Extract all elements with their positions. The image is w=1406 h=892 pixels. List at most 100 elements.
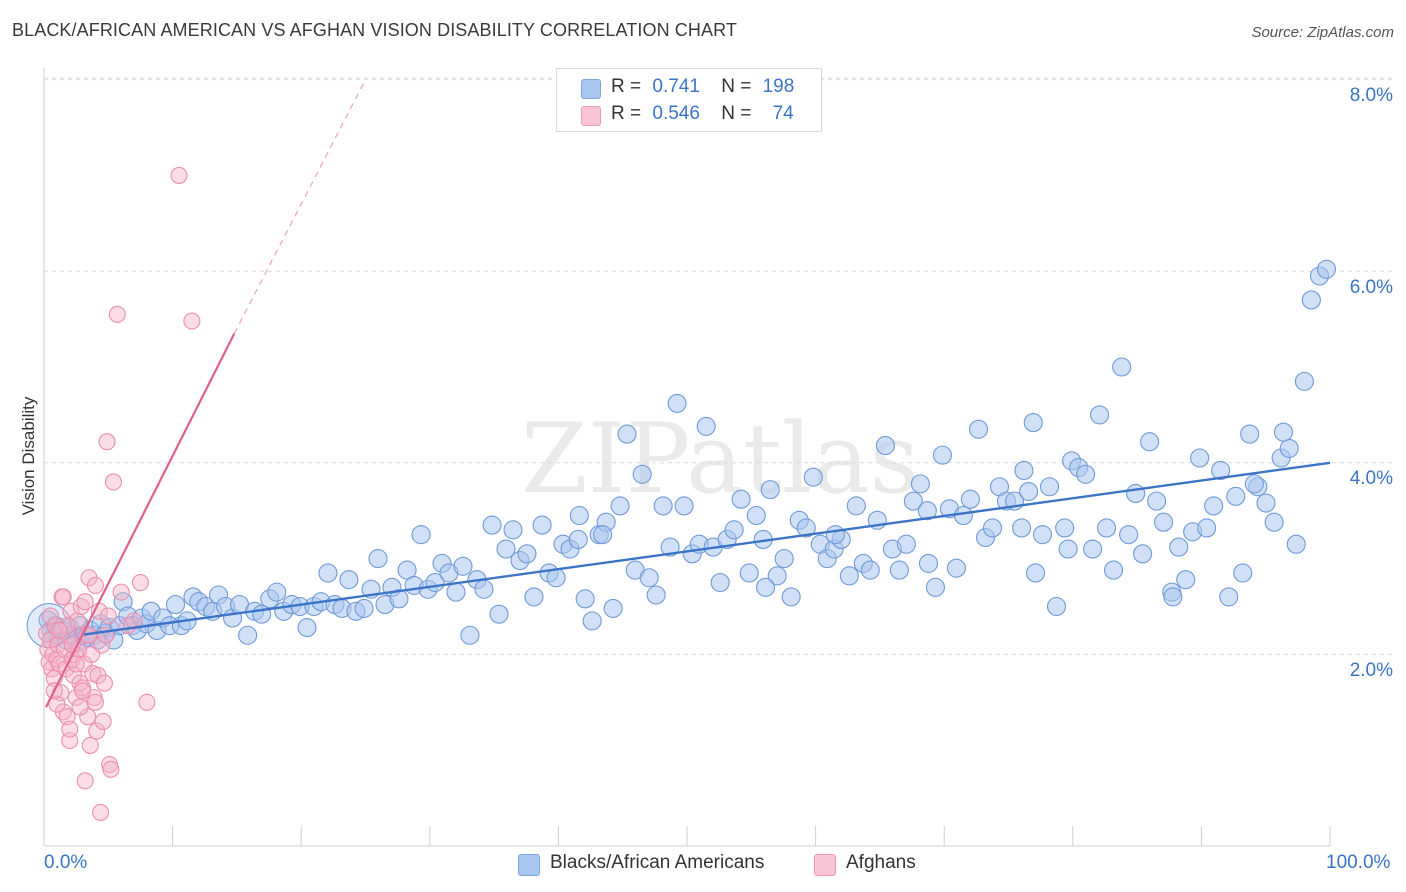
data-point-blacks-81: [517, 544, 537, 564]
data-point-blacks-190: [1301, 290, 1321, 310]
data-point-blacks-82: [524, 587, 544, 607]
data-point-blacks-111: [731, 489, 751, 509]
bottom-legend-label-blacks: Blacks/African Americans: [550, 852, 765, 873]
data-point-blacks-99: [646, 585, 666, 605]
data-point-afghans-58: [170, 166, 188, 184]
watermark: ZIPatlas: [521, 403, 919, 515]
data-point-afghans-23: [67, 688, 85, 707]
data-point-blacks-90: [582, 611, 602, 631]
data-point-blacks-151: [1019, 481, 1039, 502]
data-point-afghans-53: [112, 583, 130, 601]
data-point-blacks-195: [1163, 587, 1183, 607]
data-point-afghans-59: [183, 312, 201, 330]
data-point-blacks-200: [825, 525, 845, 545]
data-point-blacks-202: [593, 525, 613, 545]
data-point-blacks-106: [696, 416, 716, 436]
data-point-blacks-56: [339, 570, 359, 590]
data-point-blacks-144: [968, 419, 989, 439]
data-point-blacks-58: [354, 598, 374, 618]
data-point-blacks-168: [1140, 432, 1160, 452]
data-point-afghans-55: [125, 612, 143, 630]
data-point-blacks-167: [1133, 544, 1153, 564]
data-point-blacks-179: [1219, 587, 1239, 607]
data-point-blacks-103: [674, 496, 694, 516]
source-label: Source: ZipAtlas.com: [1251, 24, 1394, 41]
data-point-afghans-51: [104, 473, 122, 491]
data-point-blacks-134: [896, 534, 916, 554]
data-point-blacks-166: [1126, 483, 1146, 504]
bottom-legend-label-afghans: Afghans: [846, 852, 916, 873]
data-point-blacks-170: [1154, 512, 1174, 532]
data-point-afghans-34: [81, 736, 99, 754]
data-point-afghans-44: [94, 712, 112, 731]
axes: [43, 68, 1331, 847]
data-point-blacks-177: [1204, 496, 1224, 516]
data-point-blacks-75: [474, 579, 494, 599]
data-point-blacks-189: [1294, 371, 1314, 391]
data-point-blacks-185: [1264, 512, 1284, 532]
data-point-blacks-181: [1233, 563, 1253, 583]
legend-n-value: 74: [772, 103, 794, 124]
chart-title: BLACK/AFRICAN AMERICAN VS AFGHAN VISION …: [12, 20, 737, 40]
data-point-blacks-129: [860, 560, 880, 580]
data-point-blacks-178: [1211, 460, 1231, 481]
data-point-blacks-126: [839, 566, 859, 586]
data-point-blacks-53: [318, 563, 338, 583]
data-point-blacks-46: [267, 582, 287, 602]
data-point-blacks-97: [632, 464, 652, 484]
bottom-legend-swatch-pink: [814, 854, 836, 876]
data-point-blacks-165: [1119, 525, 1139, 545]
data-point-blacks-93: [603, 598, 623, 618]
data-point-blacks-112: [739, 563, 759, 583]
data-point-blacks-143: [960, 489, 980, 509]
y-tick-label-6: 6.0%: [1349, 277, 1393, 298]
data-point-blacks-163: [1103, 560, 1124, 580]
data-point-blacks-63: [389, 589, 409, 609]
trendline-afghans-extension: [233, 79, 367, 334]
series-afghans-points: [38, 166, 201, 822]
data-point-blacks-116: [767, 566, 787, 586]
trendlines: [45, 79, 1331, 708]
data-point-blacks-102: [667, 393, 687, 413]
data-point-afghans-48: [99, 607, 117, 625]
legend-r-value: 0.546: [652, 103, 700, 124]
data-point-blacks-164: [1112, 357, 1132, 377]
data-point-afghans-16: [58, 708, 76, 726]
data-point-blacks-136: [910, 474, 930, 494]
data-point-blacks-176: [1197, 518, 1217, 538]
data-point-afghans-70: [41, 607, 59, 625]
data-point-blacks-83: [532, 515, 552, 535]
data-point-afghans-57: [138, 693, 156, 711]
data-point-blacks-113: [746, 505, 766, 526]
data-point-blacks-162: [1097, 518, 1117, 538]
data-point-blacks-199: [918, 553, 939, 573]
data-point-afghans-63: [86, 693, 104, 711]
data-point-blacks-115: [760, 480, 780, 500]
data-point-blacks-141: [946, 558, 966, 578]
trendline-afghans: [45, 332, 236, 708]
data-point-blacks-94: [610, 496, 630, 516]
data-point-afghans-52: [108, 305, 126, 323]
data-point-blacks-197: [1023, 413, 1043, 433]
y-tick-label-8: 8.0%: [1349, 85, 1393, 106]
data-point-blacks-131: [875, 436, 895, 456]
data-point-blacks-120: [796, 518, 816, 538]
data-point-blacks-50: [297, 618, 317, 638]
data-point-afghans-56: [131, 573, 149, 592]
legend-swatch-pink: [581, 106, 601, 126]
data-point-afghans-61: [61, 720, 79, 738]
data-point-blacks-76: [482, 515, 502, 535]
trendline-blacks: [83, 461, 1331, 636]
data-point-blacks-121: [803, 467, 823, 487]
data-point-blacks-77: [489, 604, 509, 624]
data-point-blacks-154: [1039, 477, 1060, 497]
data-point-afghans-69: [71, 698, 89, 716]
data-point-blacks-193: [1273, 422, 1293, 442]
data-point-afghans-19: [62, 602, 80, 620]
data-point-blacks-188: [1286, 534, 1306, 554]
data-point-blacks-175: [1190, 448, 1210, 468]
legend-swatch-blue: [581, 79, 601, 99]
data-point-afghans-50: [102, 760, 120, 778]
x-tick-label-max: 100.0%: [1326, 852, 1391, 873]
legend-n-label: N =: [721, 76, 752, 97]
